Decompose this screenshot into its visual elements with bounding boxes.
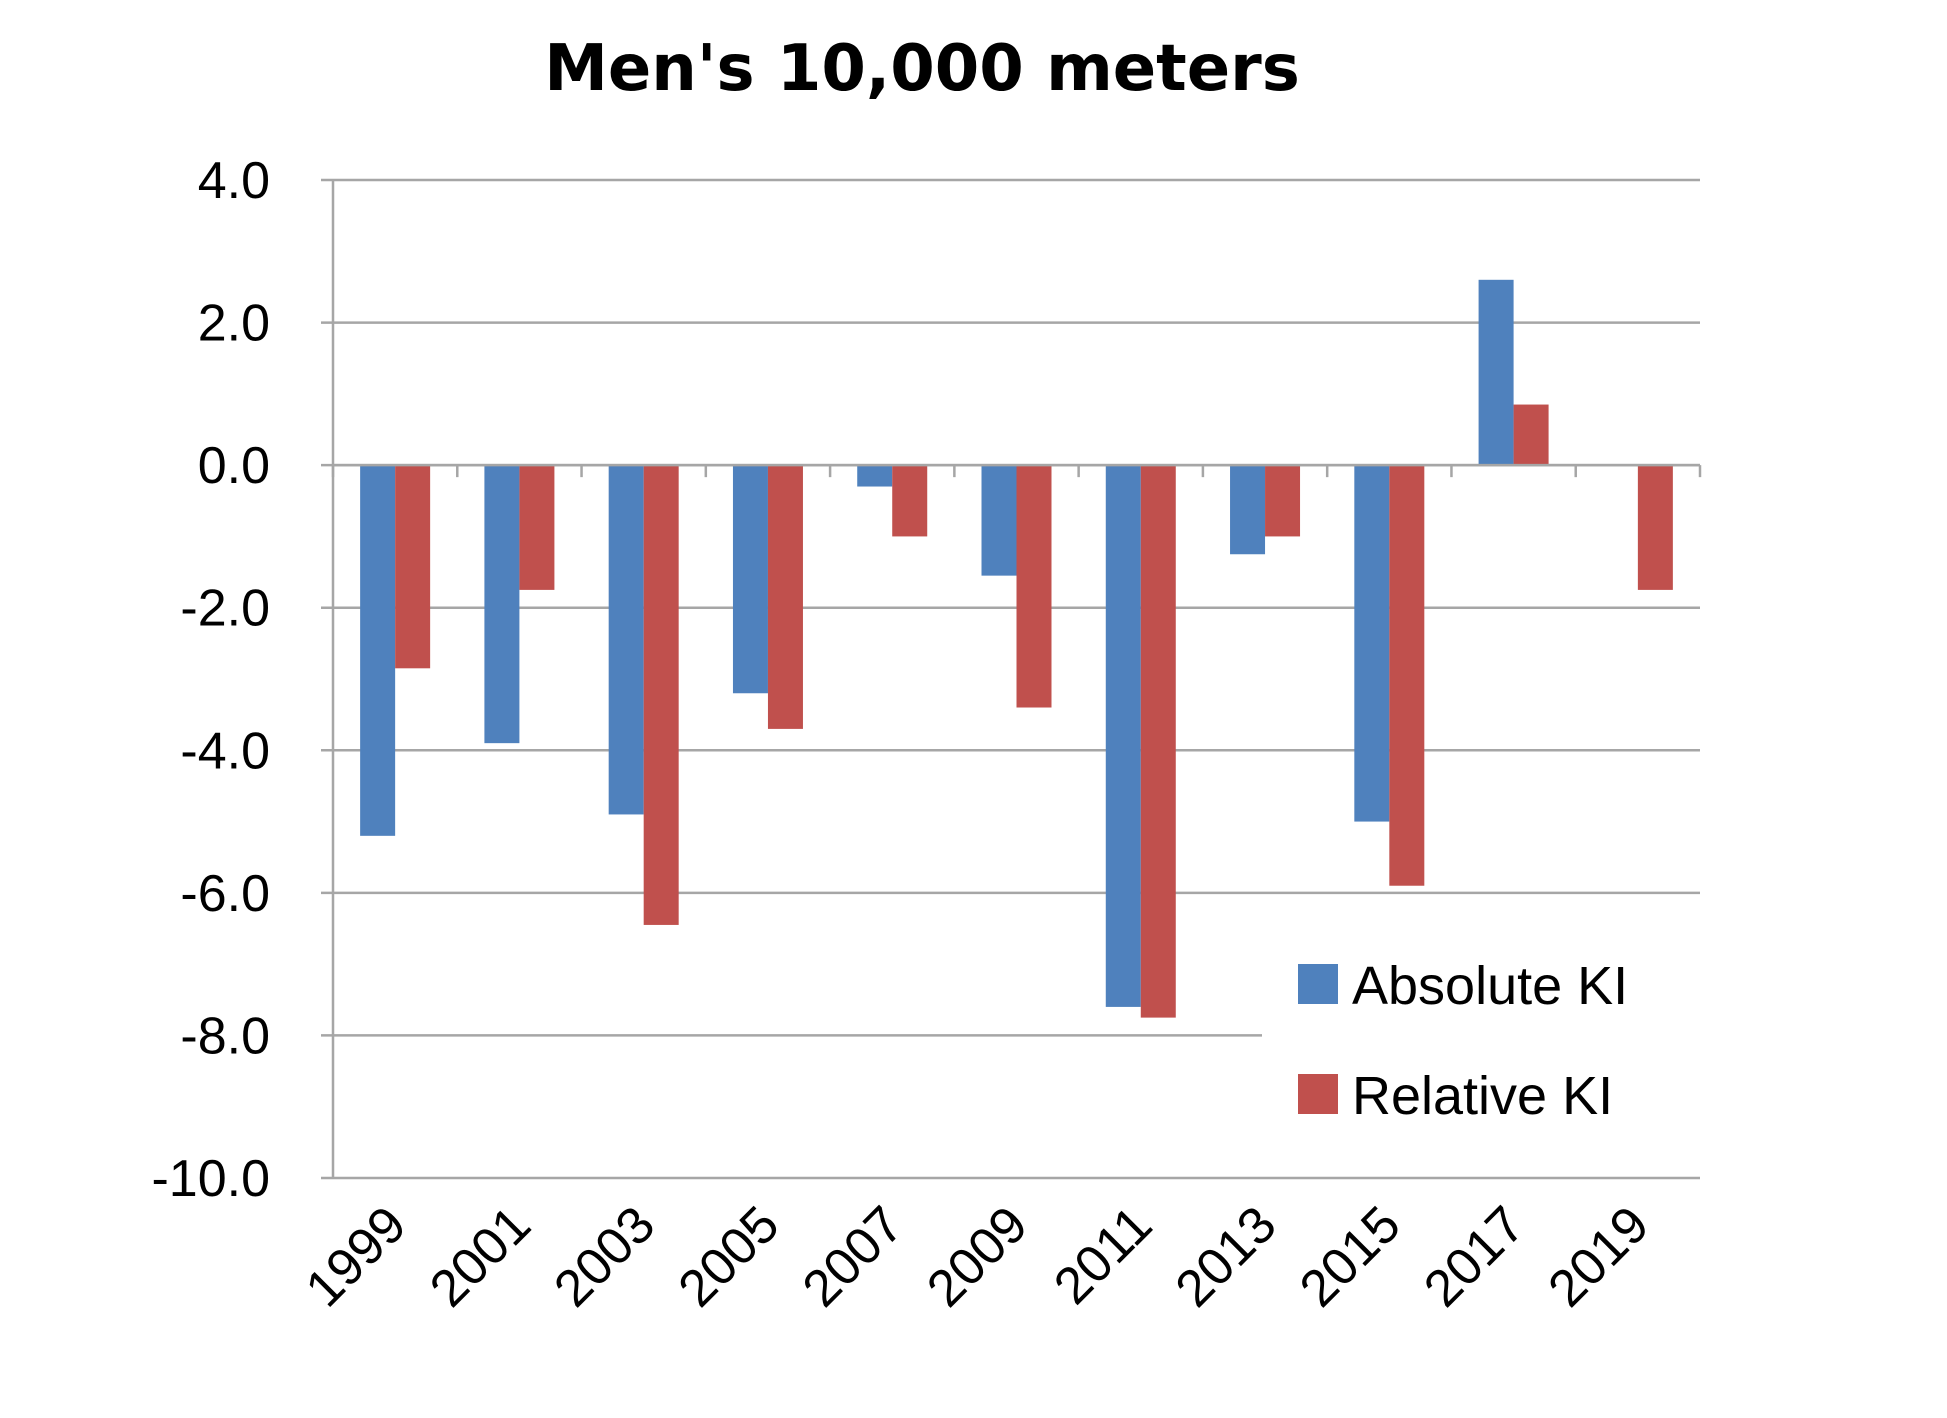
bar-relative-ki [767, 465, 803, 729]
bar-absolute-ki [1230, 465, 1266, 555]
bar-absolute-ki [1478, 279, 1514, 466]
bar-absolute-ki [360, 465, 396, 836]
axes [331, 180, 1702, 1178]
y-tick-label: -4.0 [180, 722, 270, 780]
bar-absolute-ki [981, 465, 1017, 576]
chart-title: Men's 10,000 meters [544, 32, 1300, 106]
bar-relative-ki [1016, 465, 1052, 708]
legend-label-relative-ki: Relative KI [1352, 1066, 1613, 1126]
y-tick-label: 4.0 [198, 152, 270, 210]
bar-relative-ki [1389, 465, 1425, 886]
bar-relative-ki [1265, 465, 1301, 537]
bar-relative-ki [1513, 404, 1549, 466]
bar-absolute-ki [732, 465, 768, 694]
legend-swatch-absolute-ki [1298, 964, 1338, 1004]
y-tick-label: -2.0 [180, 580, 270, 638]
bar-relative-ki [1140, 465, 1176, 1018]
bar-absolute-ki [1105, 465, 1141, 1007]
y-tick-labels: 4.0 2.0 0.0 -2.0 -4.0 -6.0 -8.0 -10.0 [151, 152, 270, 1208]
bar-absolute-ki [1354, 465, 1390, 822]
bars [360, 279, 1673, 1018]
legend-swatch-relative-ki [1298, 1074, 1338, 1114]
bar-relative-ki [395, 465, 431, 669]
y-tick-label: -6.0 [180, 865, 270, 923]
bar-relative-ki [892, 465, 928, 537]
y-tick-label: 0.0 [198, 437, 270, 495]
legend: Absolute KI Relative KI [1262, 928, 1702, 1138]
y-tick-label: 2.0 [198, 295, 270, 353]
bar-relative-ki [643, 465, 679, 925]
y-tick-label: -10.0 [151, 1150, 270, 1208]
bar-absolute-ki [608, 465, 644, 815]
y-tick-label: -8.0 [180, 1007, 270, 1065]
bar-absolute-ki [484, 465, 520, 744]
bar-relative-ki [519, 465, 555, 590]
bar-relative-ki [1637, 465, 1673, 590]
bar-absolute-ki [857, 465, 893, 487]
legend-label-absolute-ki: Absolute KI [1352, 956, 1628, 1016]
